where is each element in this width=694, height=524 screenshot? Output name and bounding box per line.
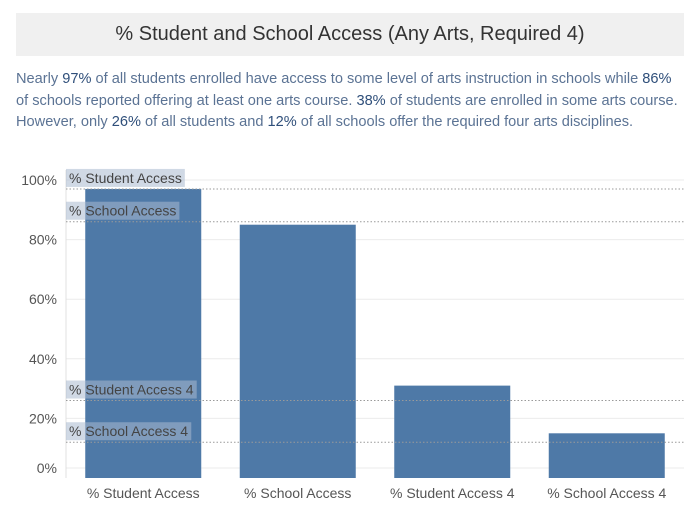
desc-text-6: of all schools offer the required four a…	[296, 114, 634, 130]
chart-title-bar: % Student and School Access (Any Arts, R…	[16, 13, 684, 56]
x-tick-label: % School Access 4	[547, 485, 666, 501]
x-tick-label: % Student Access	[87, 485, 200, 501]
desc-text-1: Nearly	[16, 71, 63, 87]
desc-text-2: of all students enrolled have access to …	[91, 71, 643, 87]
desc-text-5: of all students and	[140, 114, 268, 130]
desc-value-4: 26%	[111, 114, 141, 130]
x-tick-label: % Student Access 4	[390, 485, 515, 501]
desc-text-3: of schools reported offering at least on…	[16, 92, 357, 109]
y-tick-label: 80%	[29, 232, 57, 248]
reference-label-background	[66, 168, 185, 187]
y-tick-label: 100%	[21, 172, 57, 188]
y-tick-label: 60%	[29, 291, 57, 307]
y-tick-label: 20%	[29, 410, 57, 426]
reference-line-label: % School Access 4	[69, 423, 188, 439]
desc-value-1: 97%	[62, 71, 92, 87]
desc-value-5: 12%	[267, 114, 297, 130]
desc-text-4: of students are enrolled in some arts co…	[16, 92, 678, 131]
y-tick-label: 40%	[29, 351, 57, 367]
reference-line-label: % Student Access	[69, 170, 182, 186]
bar[interactable]	[239, 224, 356, 478]
desc-value-2: 86%	[642, 71, 672, 87]
desc-value-3: 38%	[356, 92, 386, 109]
reference-label-background	[66, 380, 197, 399]
reference-line-label: % Student Access 4	[69, 382, 194, 398]
reference-label-background	[66, 201, 180, 220]
x-tick-label: % School Access	[244, 485, 351, 501]
y-tick-label: 0%	[37, 460, 57, 476]
chart-title: % Student and School Access (Any Arts, R…	[115, 23, 585, 45]
bar[interactable]	[394, 385, 511, 478]
chart-description: Nearly 97% of all students enrolled have…	[16, 69, 680, 134]
reference-line-label: % School Access	[69, 203, 176, 219]
reference-label-background	[66, 422, 192, 441]
bar[interactable]	[548, 433, 665, 478]
